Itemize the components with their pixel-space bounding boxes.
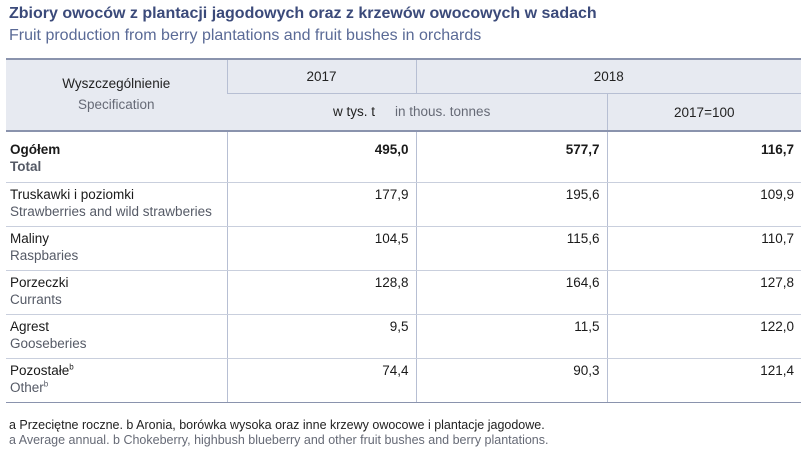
table-row: Maliny Raspbaries 104,5 115,6 110,7: [6, 226, 801, 271]
index-header: 2017=100: [606, 93, 801, 131]
year-2017-header: 2017: [226, 58, 416, 94]
specification-label-polish: Wyszczególnienie: [62, 76, 171, 91]
row-label-english: Strawberries and wild strawberies: [10, 203, 212, 219]
row-label-english: Otherb: [10, 379, 49, 395]
row-label-polish: Porzeczki: [10, 274, 69, 290]
index-value: 122,0: [606, 314, 801, 359]
table-row: Porzeczki Currants 128,8 164,6 127,8: [6, 270, 801, 315]
specification-label-english: Specification: [77, 97, 155, 112]
year-2018-header: 2018: [415, 58, 801, 94]
row-label-polish: Agrest: [10, 318, 50, 334]
footnote-polish: a Przeciętne roczne. b Aronia, borówka w…: [9, 418, 545, 432]
footnote-marker: b: [69, 362, 74, 371]
value-2018: 90,3: [415, 358, 607, 403]
row-label-polish: Ogółem: [10, 142, 61, 157]
index-value: 127,8: [606, 270, 801, 315]
value-2017: 495,0: [226, 132, 416, 183]
row-label-english: Gooseberies: [10, 335, 87, 351]
table-title-polish: Zbiory owoców z plantacji jagodowych ora…: [9, 5, 597, 22]
fruit-production-table: Wyszczególnienie Specification 2017 2018…: [6, 58, 801, 403]
footnote-english: a Average annual. b Chokeberry, highbush…: [9, 433, 549, 447]
value-2017: 128,8: [226, 270, 416, 315]
footnote-marker: b: [43, 379, 49, 388]
index-value: 110,7: [606, 226, 801, 271]
index-value: 116,7: [606, 132, 801, 183]
value-2018: 164,6: [415, 270, 607, 315]
unit-label-english: in thous. tonnes: [395, 104, 491, 119]
table-row: Truskawki i poziomki Strawberries and wil…: [6, 182, 801, 227]
index-value: 121,4: [606, 358, 801, 403]
index-value: 109,9: [606, 182, 801, 227]
value-2017: 104,5: [226, 226, 416, 271]
row-label-polish: Pozostałeb: [10, 362, 74, 378]
specification-header: Wyszczególnienie Specification: [6, 58, 227, 131]
table-title-english: Fruit production from berry plantations …: [9, 27, 482, 44]
table-row: Agrest Gooseberies 9,5 11,5 122,0: [6, 314, 801, 359]
table-row: Ogółem Total 495,0 577,7 116,7: [6, 132, 801, 183]
row-label-polish: Maliny: [10, 230, 50, 246]
value-2017: 74,4: [226, 358, 416, 403]
value-2018: 577,7: [415, 132, 607, 183]
unit-header: w tys. t in thous. tonnes: [227, 93, 607, 131]
value-2018: 195,6: [415, 182, 607, 227]
value-2018: 115,6: [415, 226, 607, 271]
table-header: Wyszczególnienie Specification 2017 2018…: [6, 58, 801, 133]
row-label-english: Currants: [10, 291, 62, 307]
value-2017: 9,5: [226, 314, 416, 359]
row-label-english: Raspbaries: [10, 247, 79, 263]
table-row: Pozostałeb Otherb 74,4 90,3 121,4: [6, 358, 801, 403]
value-2017: 177,9: [226, 182, 416, 227]
row-label-english: Total: [10, 159, 42, 174]
row-label-polish: Truskawki i poziomki: [10, 186, 135, 202]
table-body: Ogółem Total 495,0 577,7 116,7 Truskawki …: [6, 132, 801, 403]
unit-label-polish: w tys. t: [333, 104, 376, 119]
value-2018: 11,5: [415, 314, 607, 359]
